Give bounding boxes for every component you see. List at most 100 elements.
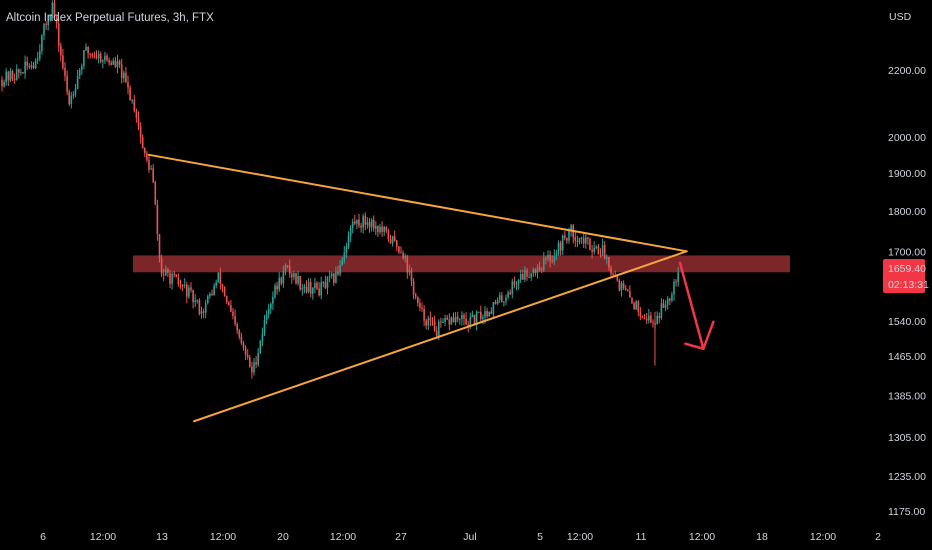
candle — [515, 280, 518, 291]
price-tick-label: 1385.00 — [888, 390, 926, 402]
candle — [362, 213, 364, 234]
candle-body — [301, 288, 304, 290]
candle — [547, 250, 549, 262]
candle-body — [412, 281, 415, 295]
candle-body — [118, 61, 121, 65]
candle — [291, 271, 293, 284]
candle-body — [280, 277, 283, 284]
candle-body — [608, 256, 610, 268]
candle — [553, 249, 556, 265]
price-tick-label: 1900.00 — [888, 168, 926, 180]
candle — [463, 312, 465, 326]
candle — [123, 70, 125, 83]
candle — [85, 43, 87, 52]
candle — [127, 75, 129, 95]
candle — [446, 314, 448, 321]
candle-body — [259, 340, 262, 354]
candle-body — [639, 311, 642, 318]
candle-body — [435, 330, 438, 336]
candle — [179, 279, 182, 289]
candle — [183, 278, 186, 289]
candle-body — [469, 317, 472, 328]
resistance-zone[interactable] — [133, 255, 790, 273]
candle-body — [305, 286, 308, 293]
candle — [41, 34, 43, 55]
candle-body — [72, 94, 75, 96]
candle-body — [582, 237, 585, 244]
candle-body — [591, 250, 593, 252]
time-tick-label: 12:00 — [689, 531, 715, 543]
candle-body — [274, 285, 276, 298]
candle-body — [9, 71, 12, 81]
candle — [194, 294, 196, 308]
candle-body — [263, 319, 266, 334]
candle — [76, 69, 79, 90]
price-axis[interactable]: USD 2200.00 2000.00 1900.00 1800.00 1700.00 1… — [883, 11, 929, 518]
time-axis[interactable]: 6 12:00 13 12:00 20 12:00 27 Jul 5 12:00 11 12:00 18… — [40, 531, 881, 543]
price-tick-label: 2000.00 — [888, 132, 926, 144]
candle — [536, 264, 539, 279]
candle — [26, 56, 28, 70]
candle-body — [230, 305, 232, 312]
time-tick-label: 20 — [277, 531, 289, 543]
time-tick-label: 12:00 — [210, 531, 236, 543]
candle — [589, 237, 591, 251]
candle-body — [217, 272, 220, 283]
time-tick-label: 12:00 — [330, 531, 356, 543]
candle-body — [196, 300, 199, 302]
time-tick-label: 6 — [40, 531, 46, 543]
candle-body — [511, 281, 514, 295]
lower-trendline[interactable] — [193, 250, 688, 423]
candle — [492, 302, 495, 319]
candle — [297, 270, 299, 286]
candle-body — [568, 230, 570, 241]
candle-body — [595, 246, 598, 248]
candle — [242, 340, 245, 351]
candle-body — [171, 273, 173, 284]
countdown-value: 02:13:31 — [888, 279, 929, 291]
candle-body — [93, 55, 96, 57]
candle — [64, 62, 66, 82]
candle-body — [669, 298, 671, 301]
time-tick-label: 12:00 — [567, 531, 593, 543]
candle — [288, 259, 291, 278]
candle-body — [343, 252, 346, 261]
candle-body — [169, 272, 171, 284]
candle-body — [43, 24, 45, 36]
candle — [167, 267, 169, 278]
candle-body — [104, 55, 106, 61]
candle — [66, 70, 68, 96]
candle-body — [200, 311, 203, 314]
upper-trendline[interactable] — [147, 153, 688, 253]
bearish-arrow[interactable] — [678, 261, 705, 350]
candle — [433, 315, 436, 332]
candle — [425, 318, 427, 330]
candle-body — [503, 301, 505, 303]
candle — [528, 272, 530, 278]
candle — [652, 319, 654, 328]
candle — [635, 300, 637, 310]
candle-body — [612, 273, 614, 275]
candle — [234, 309, 236, 327]
candle-body — [219, 272, 222, 284]
candle — [270, 302, 272, 315]
candle — [45, 21, 47, 31]
candle — [610, 265, 612, 277]
candle — [543, 252, 545, 272]
candle-body — [490, 311, 493, 314]
price-tick-label: 1540.00 — [888, 316, 926, 328]
candle-body — [641, 317, 644, 319]
candle — [274, 283, 276, 300]
candle — [519, 269, 522, 284]
candle — [505, 294, 507, 306]
candle — [330, 271, 333, 279]
candle — [202, 308, 205, 319]
candle — [316, 280, 318, 291]
candle-body — [328, 276, 331, 278]
candle-body — [7, 71, 10, 81]
candle — [55, 14, 58, 29]
candle-body — [30, 65, 33, 68]
candle-body — [549, 255, 551, 261]
candle — [204, 299, 207, 319]
